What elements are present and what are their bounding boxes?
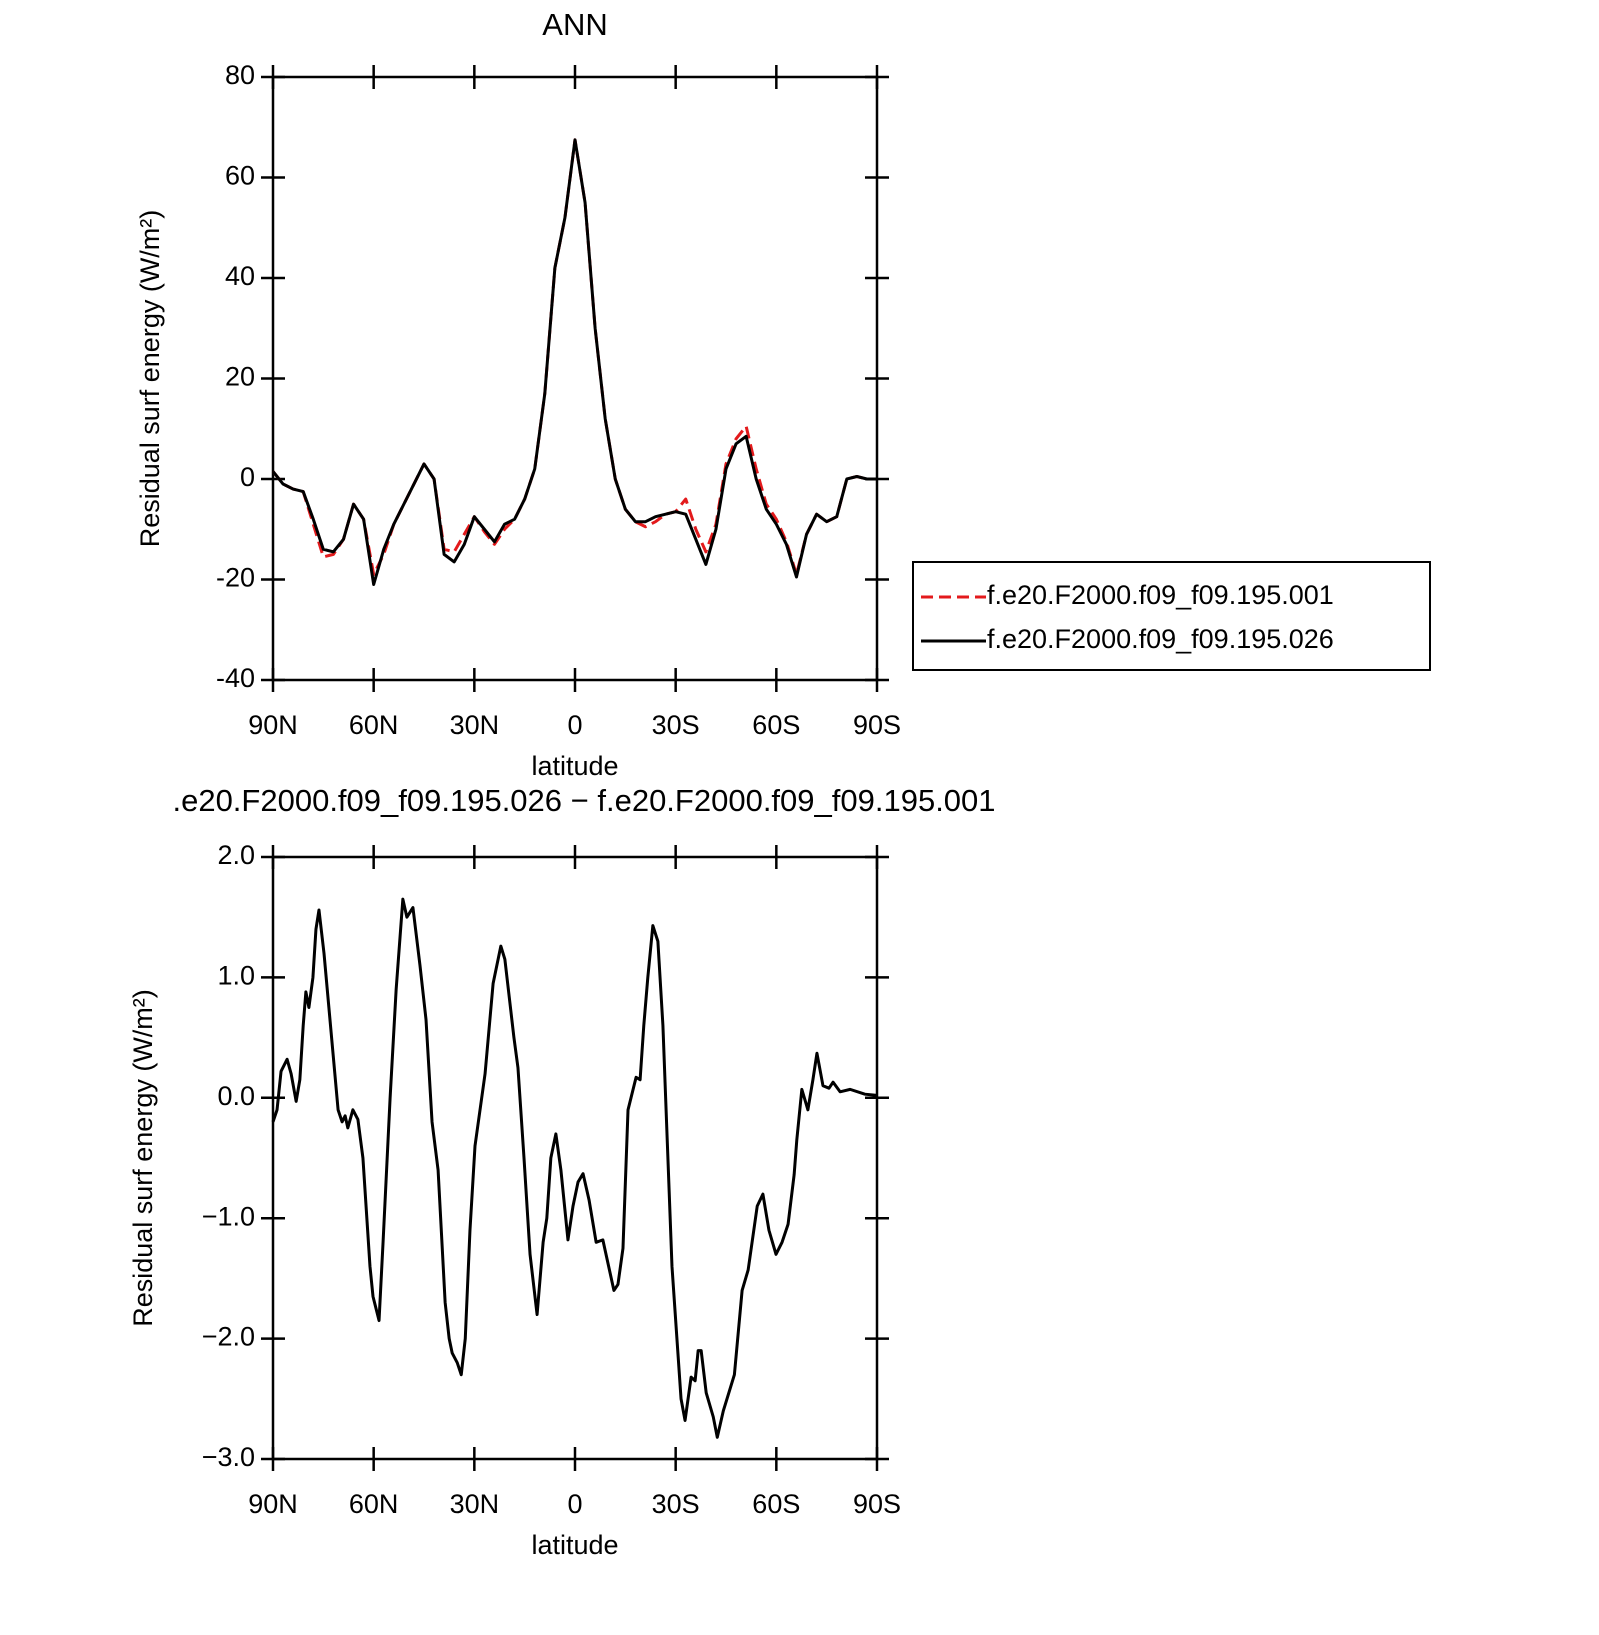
y-tick-label: 2.0 [217,840,255,870]
x-tick-label: 0 [567,710,582,740]
y-tick-label: 1.0 [217,961,255,991]
y-tick-label: 60 [225,161,255,191]
chart-title: ANN [542,7,607,42]
x-tick-label: 0 [567,1489,582,1519]
y-tick-label: -40 [216,663,255,693]
legend-label: f.e20.F2000.f09_f09.195.026 [987,624,1334,654]
y-tick-label: -20 [216,563,255,593]
x-tick-label: 90N [248,710,298,740]
y-tick-label: 80 [225,60,255,90]
x-tick-label: 60S [752,1489,800,1519]
plot-frame [271,75,879,682]
x-axis-label: latitude [531,751,618,781]
data-line [271,897,878,1439]
y-tick-label: −2.0 [202,1322,255,1352]
x-tick-label: 60N [349,1489,399,1519]
data-line [271,138,877,576]
x-tick-label: 30S [652,710,700,740]
y-axis-label: Residual surf energy (W/m²) [128,989,158,1327]
y-tick-label: −1.0 [202,1201,255,1231]
x-tick-label: 90S [853,710,901,740]
x-tick-label: 30N [450,710,500,740]
chart-title: .e20.F2000.f09_f09.195.026 − f.e20.F2000… [172,783,995,818]
x-axis-label: latitude [531,1530,618,1560]
x-tick-label: 30S [652,1489,700,1519]
y-tick-label: 0 [240,462,255,492]
legend-box [912,561,1431,671]
y-axis-label: Residual surf energy (W/m²) [135,210,165,548]
y-tick-label: −3.0 [202,1442,255,1472]
x-tick-label: 60S [752,710,800,740]
x-tick-label: 90S [853,1489,901,1519]
x-tick-label: 30N [450,1489,500,1519]
x-tick-label: 60N [349,710,399,740]
y-tick-label: 40 [225,261,255,291]
legend-label: f.e20.F2000.f09_f09.195.001 [987,580,1334,610]
data-line [271,138,877,587]
y-tick-label: 0.0 [217,1081,255,1111]
x-tick-label: 90N [248,1489,298,1519]
y-tick-label: 20 [225,362,255,392]
